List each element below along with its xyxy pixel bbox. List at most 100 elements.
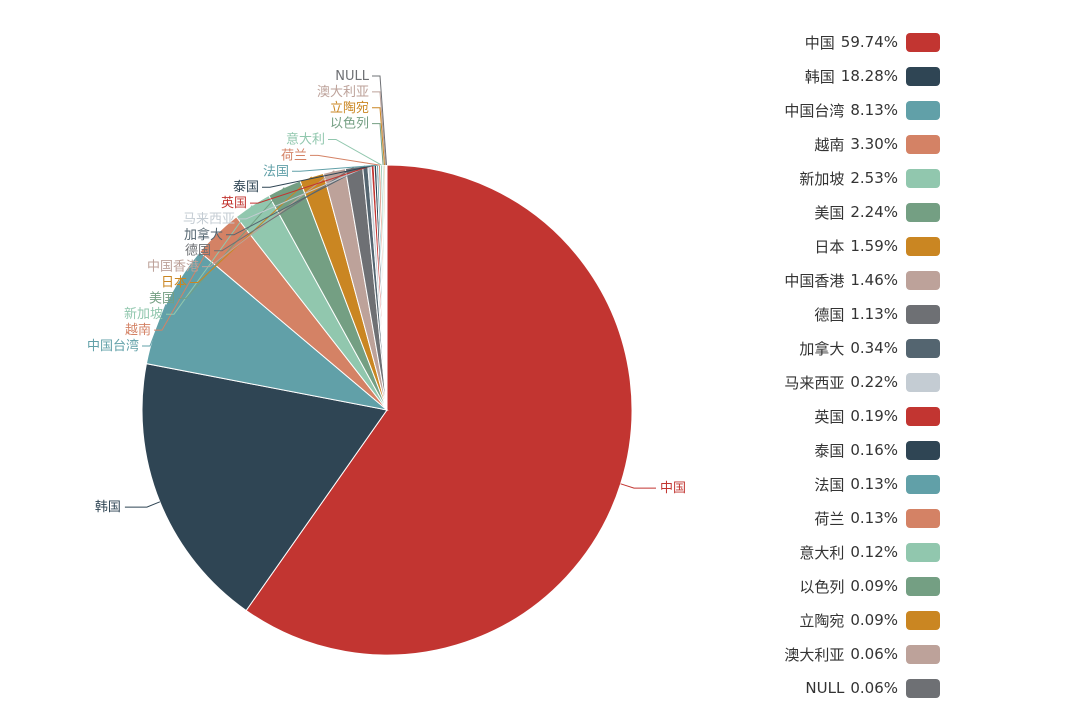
legend-percent: 0.09% <box>850 577 898 595</box>
legend-swatch <box>906 644 940 664</box>
slice-label: 法国 <box>263 164 289 179</box>
legend-swatch <box>906 542 940 562</box>
legend-item[interactable]: 英国 0.19% <box>700 399 940 433</box>
legend-swatch <box>906 678 940 698</box>
label-leader-line <box>178 187 285 299</box>
legend-percent: 0.13% <box>850 475 898 493</box>
legend-item[interactable]: 加拿大 0.34% <box>700 331 940 365</box>
legend-item[interactable]: 中国台湾 8.13% <box>700 93 940 127</box>
legend-label: 越南 <box>814 135 845 154</box>
legend-swatch <box>906 134 940 154</box>
legend-item[interactable]: 韩国 18.28% <box>700 59 940 93</box>
legend-item[interactable]: 中国 59.74% <box>700 25 940 59</box>
legend-percent: 8.13% <box>850 101 898 119</box>
label-leader-line <box>262 164 376 188</box>
legend-label: 美国 <box>814 203 845 222</box>
legend-label: 新加坡 <box>799 169 845 188</box>
legend-swatch <box>906 372 940 392</box>
label-leader-line <box>166 205 253 315</box>
slice-label: 马来西亚 <box>183 212 235 227</box>
legend-item[interactable]: 德国 1.13% <box>700 297 940 331</box>
legend-item[interactable]: 意大利 0.12% <box>700 535 940 569</box>
legend-swatch <box>906 338 940 358</box>
slice-label: 德国 <box>185 244 211 259</box>
legend-percent: 0.12% <box>850 543 898 561</box>
legend-percent: 59.74% <box>840 33 898 51</box>
legend-swatch <box>906 474 940 494</box>
legend-percent: 0.09% <box>850 611 898 629</box>
label-leader-line <box>142 304 167 347</box>
legend-label: 法国 <box>814 475 845 494</box>
legend-percent: 0.06% <box>850 679 898 697</box>
legend-label: 马来西亚 <box>784 373 845 392</box>
legend-item[interactable]: 新加坡 2.53% <box>700 161 940 195</box>
legend-item[interactable]: 以色列 0.09% <box>700 569 940 603</box>
legend-percent: 2.53% <box>850 169 898 187</box>
legend-percent: 1.13% <box>850 305 898 323</box>
legend-label: 韩国 <box>804 67 835 86</box>
slice-label: 新加坡 <box>124 306 163 322</box>
legend-swatch <box>906 610 940 630</box>
label-leader-line <box>226 165 366 236</box>
slice-label: 中国香港 <box>147 260 199 275</box>
legend-item[interactable]: 法国 0.13% <box>700 467 940 501</box>
legend-label: 英国 <box>814 407 845 426</box>
label-leader-line <box>124 501 161 508</box>
legend-label: 澳大利亚 <box>784 645 845 664</box>
slice-label: 泰国 <box>233 180 259 195</box>
slice-label: 美国 <box>149 291 175 306</box>
legend-label: NULL <box>805 679 845 697</box>
legend-label: 意大利 <box>799 543 845 562</box>
legend-item[interactable]: 越南 3.30% <box>700 127 940 161</box>
legend-swatch <box>906 66 940 86</box>
legend-swatch <box>906 100 940 120</box>
legend-item[interactable]: 荷兰 0.13% <box>700 501 940 535</box>
legend-swatch <box>906 406 940 426</box>
legend-item[interactable]: 泰国 0.16% <box>700 433 940 467</box>
legend-swatch <box>906 202 940 222</box>
label-leader-line <box>372 75 387 166</box>
slice-label: 越南 <box>125 322 151 338</box>
label-leader-line <box>310 154 380 166</box>
chart-legend: 中国 59.74% 韩国 18.28% 中国台湾 8.13% 越南 3.30% 新加坡 2.53%… <box>700 25 940 705</box>
legend-item[interactable]: NULL 0.06% <box>700 671 940 705</box>
legend-item[interactable]: 美国 2.24% <box>700 195 940 229</box>
legend-swatch <box>906 168 940 188</box>
legend-swatch <box>906 576 940 596</box>
legend-label: 荷兰 <box>814 509 845 528</box>
legend-swatch <box>906 32 940 52</box>
slice-label: 加拿大 <box>184 227 223 243</box>
legend-item[interactable]: 中国香港 1.46% <box>700 263 940 297</box>
legend-swatch <box>906 440 940 460</box>
legend-item[interactable]: 立陶宛 0.09% <box>700 603 940 637</box>
slice-label: 英国 <box>221 196 247 211</box>
legend-percent: 1.59% <box>850 237 898 255</box>
legend-label: 德国 <box>814 305 845 324</box>
slice-label: 荷兰 <box>281 148 307 163</box>
label-leader-line <box>328 139 382 166</box>
legend-percent: 0.13% <box>850 509 898 527</box>
legend-item[interactable]: 马来西亚 0.22% <box>700 365 940 399</box>
legend-swatch <box>906 304 940 324</box>
legend-percent: 1.46% <box>850 271 898 289</box>
slice-label: NULL <box>335 69 369 84</box>
legend-label: 以色列 <box>799 577 845 596</box>
legend-percent: 3.30% <box>850 135 898 153</box>
legend-item[interactable]: 日本 1.59% <box>700 229 940 263</box>
legend-label: 立陶宛 <box>799 611 845 630</box>
label-leader-line <box>190 176 312 283</box>
slice-label: 中国 <box>660 481 686 496</box>
slice-label: 日本 <box>161 275 187 290</box>
legend-label: 中国台湾 <box>784 101 845 120</box>
slice-label: 意大利 <box>286 132 325 148</box>
legend-label: 加拿大 <box>799 339 845 358</box>
legend-percent: 2.24% <box>850 203 898 221</box>
label-leader-line <box>372 91 387 166</box>
legend-item[interactable]: 澳大利亚 0.06% <box>700 637 940 671</box>
legend-percent: 0.16% <box>850 441 898 459</box>
label-leader-line <box>292 164 378 172</box>
pie-slice <box>245 164 633 656</box>
label-leader-line <box>250 164 373 204</box>
